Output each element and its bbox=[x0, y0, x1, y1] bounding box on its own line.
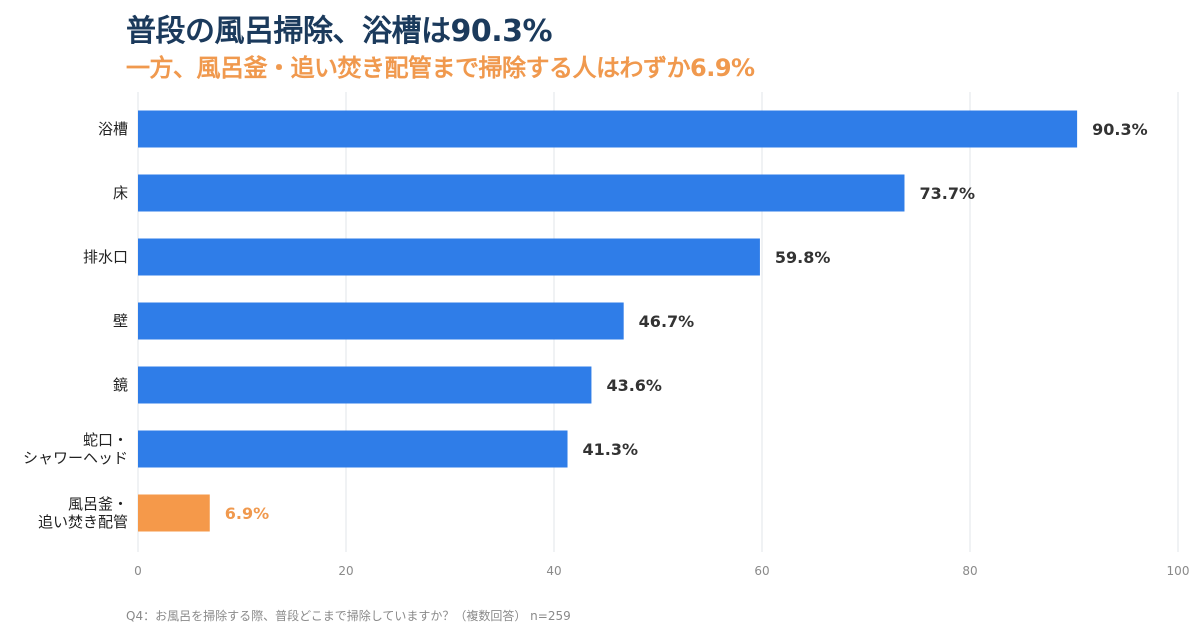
x-axis-ticks: 0 20 40 60 80 100 bbox=[134, 564, 1189, 578]
x-tick-label: 20 bbox=[338, 564, 353, 578]
chart-footnote: Q4：お風呂を掃除する際、普段どこまで掃除していますか？（複数回答） n=259 bbox=[126, 609, 571, 623]
bar bbox=[138, 430, 568, 468]
category-label: 床 bbox=[113, 184, 128, 202]
category-label: 蛇口・ bbox=[83, 431, 128, 449]
bar bbox=[138, 366, 592, 404]
category-label: 追い焚き配管 bbox=[38, 513, 128, 531]
x-tick-label: 40 bbox=[546, 564, 561, 578]
category-label: 浴槽 bbox=[98, 120, 128, 138]
value-label: 43.6% bbox=[606, 376, 662, 395]
category-label: 壁 bbox=[113, 312, 128, 330]
category-label: 風呂釜・ bbox=[68, 495, 128, 513]
category-label: 鏡 bbox=[113, 376, 128, 394]
category-label: 排水口 bbox=[83, 248, 128, 266]
bar bbox=[138, 174, 905, 212]
value-label: 6.9% bbox=[225, 504, 269, 523]
value-label: 90.3% bbox=[1092, 120, 1148, 139]
bar bbox=[138, 110, 1078, 148]
category-label: シャワーヘッド bbox=[23, 449, 128, 467]
x-tick-label: 80 bbox=[962, 564, 977, 578]
bars bbox=[138, 110, 1078, 532]
x-tick-label: 0 bbox=[134, 564, 142, 578]
bar bbox=[138, 302, 624, 340]
bar bbox=[138, 494, 210, 532]
value-label: 41.3% bbox=[583, 440, 639, 459]
x-tick-label: 100 bbox=[1167, 564, 1190, 578]
value-label: 73.7% bbox=[919, 184, 975, 203]
value-label: 46.7% bbox=[639, 312, 695, 331]
value-labels: 90.3% 73.7% 59.8% 46.7% 43.6% 41.3% 6.9% bbox=[225, 120, 1148, 523]
value-label: 59.8% bbox=[775, 248, 831, 267]
x-tick-label: 60 bbox=[754, 564, 769, 578]
bar bbox=[138, 238, 760, 276]
chart-title: 普段の風呂掃除、浴槽は90.3% bbox=[126, 14, 553, 49]
chart-subtitle: 一方、風呂釜・追い焚き配管まで掃除する人はわずか6.9% bbox=[126, 54, 755, 82]
